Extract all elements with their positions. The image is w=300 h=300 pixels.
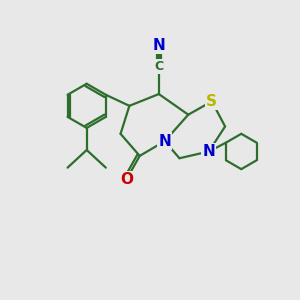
Text: N: N — [202, 144, 215, 159]
Text: N: N — [158, 134, 171, 149]
Text: C: C — [154, 60, 164, 73]
Text: N: N — [152, 38, 165, 53]
Text: O: O — [120, 172, 133, 187]
Text: S: S — [206, 94, 217, 109]
